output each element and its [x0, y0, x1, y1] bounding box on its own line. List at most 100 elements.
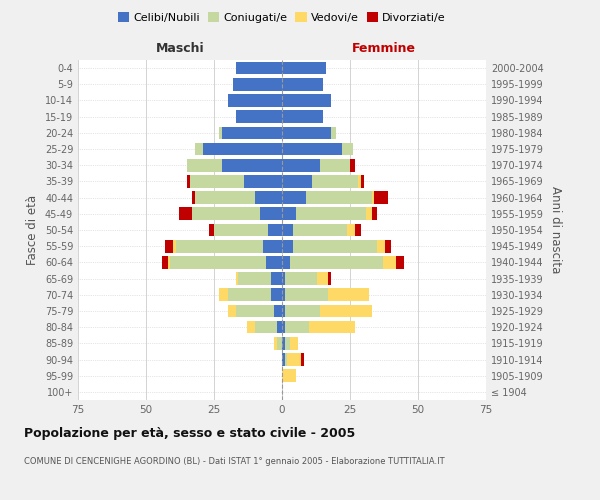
Bar [282, 78, 323, 90]
Bar [236, 62, 282, 74]
Bar [173, 240, 282, 252]
Bar [282, 62, 326, 74]
Text: Popolazione per età, sesso e stato civile - 2005: Popolazione per età, sesso e stato civil… [24, 428, 355, 440]
Bar [282, 159, 355, 172]
Bar [277, 337, 282, 349]
Bar [282, 126, 337, 139]
Bar [176, 240, 282, 252]
Bar [233, 78, 282, 90]
Bar [282, 192, 307, 204]
Bar [220, 126, 282, 139]
Legend: Celibi/Nubili, Coniugati/e, Vedovi/e, Divorziati/e: Celibi/Nubili, Coniugati/e, Vedovi/e, Di… [114, 8, 450, 28]
Bar [282, 337, 298, 349]
Bar [282, 224, 293, 236]
Bar [282, 78, 323, 90]
Bar [222, 159, 282, 172]
Bar [282, 272, 331, 285]
Bar [282, 224, 355, 236]
Bar [282, 353, 287, 366]
Bar [282, 126, 337, 139]
Bar [277, 321, 282, 334]
Bar [282, 175, 361, 188]
Bar [220, 126, 282, 139]
Bar [282, 256, 383, 268]
Bar [274, 337, 282, 349]
Bar [282, 175, 358, 188]
Bar [282, 288, 369, 301]
Bar [195, 192, 282, 204]
Bar [282, 126, 337, 139]
Bar [282, 240, 377, 252]
Bar [282, 256, 290, 268]
Bar [282, 142, 342, 156]
Bar [187, 159, 282, 172]
Bar [282, 304, 372, 318]
Bar [282, 304, 320, 318]
Bar [282, 94, 331, 107]
Bar [282, 62, 326, 74]
Bar [282, 208, 377, 220]
Bar [263, 240, 282, 252]
Bar [282, 304, 285, 318]
Bar [227, 94, 282, 107]
Bar [282, 126, 331, 139]
Bar [282, 110, 323, 123]
Bar [282, 208, 296, 220]
Bar [282, 159, 320, 172]
Bar [282, 175, 312, 188]
Bar [282, 224, 347, 236]
Bar [271, 272, 282, 285]
Bar [227, 94, 282, 107]
Bar [255, 192, 282, 204]
Bar [236, 110, 282, 123]
Bar [214, 224, 282, 236]
Bar [282, 256, 396, 268]
Bar [163, 256, 282, 268]
Bar [282, 110, 323, 123]
Bar [236, 110, 282, 123]
Bar [266, 256, 282, 268]
Bar [282, 370, 296, 382]
Bar [209, 224, 282, 236]
Bar [282, 272, 328, 285]
Bar [282, 321, 355, 334]
Bar [195, 142, 282, 156]
Bar [236, 272, 282, 285]
Bar [190, 175, 282, 188]
Bar [255, 321, 282, 334]
Bar [220, 288, 282, 301]
Bar [282, 321, 355, 334]
Bar [282, 272, 285, 285]
Bar [282, 272, 317, 285]
Bar [220, 288, 282, 301]
Bar [282, 288, 328, 301]
Bar [282, 304, 372, 318]
Bar [236, 272, 282, 285]
Bar [238, 272, 282, 285]
Bar [260, 208, 282, 220]
Bar [282, 353, 304, 366]
Y-axis label: Fasce di età: Fasce di età [26, 195, 39, 265]
Bar [282, 110, 323, 123]
Bar [236, 62, 282, 74]
Bar [274, 304, 282, 318]
Bar [236, 304, 282, 318]
Text: Femmine: Femmine [352, 42, 416, 55]
Bar [282, 370, 296, 382]
Bar [282, 94, 331, 107]
Bar [282, 142, 353, 156]
Bar [274, 337, 282, 349]
Bar [282, 94, 331, 107]
Bar [236, 62, 282, 74]
Bar [195, 142, 282, 156]
Bar [282, 288, 369, 301]
Bar [222, 126, 282, 139]
Bar [227, 94, 282, 107]
Bar [233, 78, 282, 90]
Y-axis label: Anni di nascita: Anni di nascita [549, 186, 562, 274]
Bar [227, 304, 282, 318]
Bar [282, 192, 374, 204]
Bar [220, 126, 282, 139]
Bar [192, 192, 282, 204]
Bar [227, 288, 282, 301]
